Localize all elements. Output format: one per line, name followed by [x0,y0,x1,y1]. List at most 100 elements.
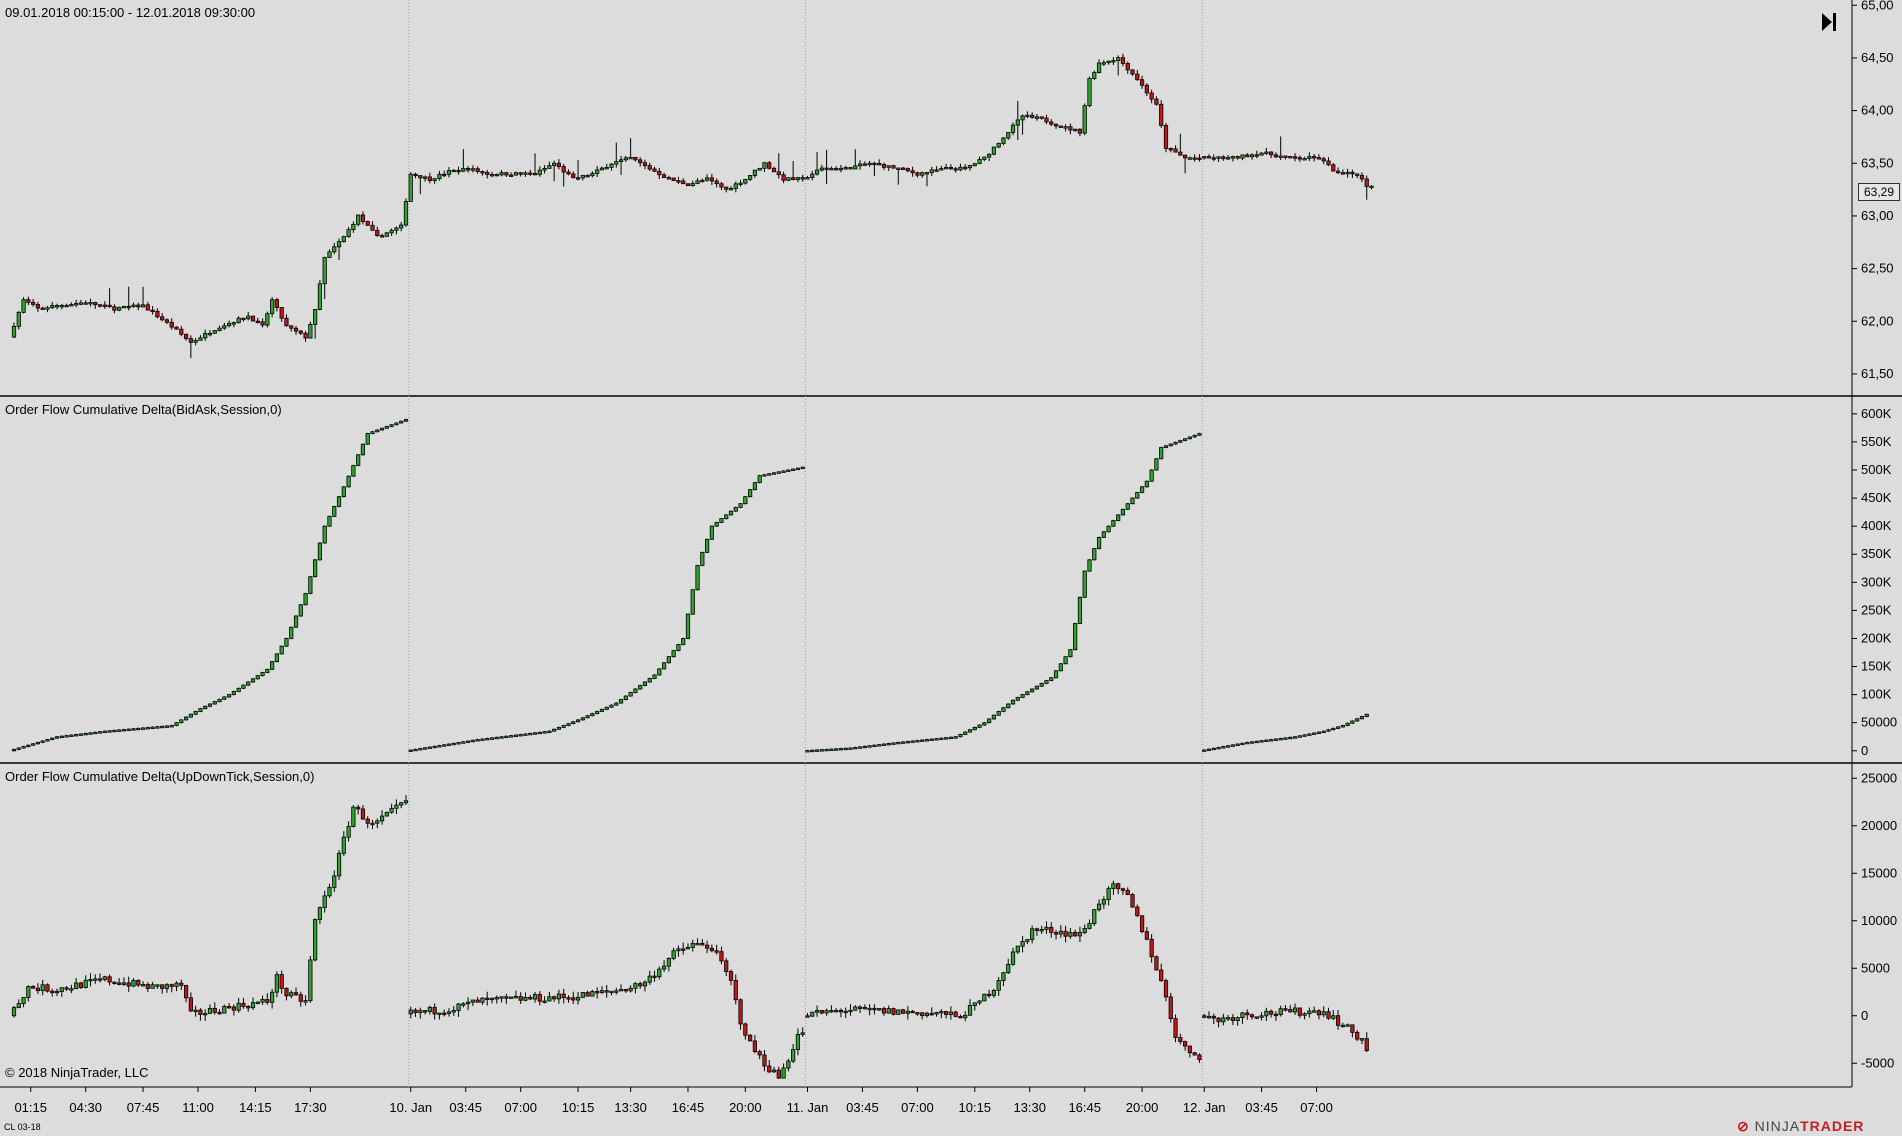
bidask-delta-bar [1321,730,1326,734]
bidask-delta-bar [752,482,758,491]
updowntick-delta-bar [54,990,60,994]
bidask-delta-bar [1101,531,1106,538]
updowntick-delta-bar [657,968,662,978]
skip-to-end-icon[interactable] [1821,12,1837,32]
updowntick-delta-bar [341,836,346,854]
price-candle [513,172,519,176]
price-candle [399,224,404,229]
updowntick-delta-bar [676,948,681,952]
price-candle [1230,156,1235,159]
bidask-delta-bar [313,559,318,578]
updowntick-delta-bar [1058,930,1063,935]
updowntick-delta-bar [580,992,585,998]
updowntick-delta-bar [1135,906,1140,917]
bidask-delta-bar [451,742,456,746]
updowntick-delta-bar [322,895,327,908]
updowntick-delta-bar [896,1009,901,1015]
updowntick-delta-bar [250,1002,256,1009]
bidask-delta-bar [762,474,767,477]
bidask-delta-bar [236,687,241,692]
updowntick-delta-bar [814,1010,820,1013]
bidask-delta-bar [317,542,323,561]
updowntick-delta-bar [762,1054,767,1067]
updowntick-delta-bar [203,1013,208,1016]
updowntick-delta-bar [1292,1007,1298,1013]
time-tick-label: 17:30 [294,1100,327,1115]
price-candle [442,173,447,177]
price-candle [934,169,939,172]
price-candle [150,309,155,313]
bidask-delta-bar [303,593,308,606]
bidask-delta-bar [164,725,170,728]
updowntick-delta-bar [50,990,55,994]
updowntick-delta-bar [939,1011,944,1014]
bidask-delta-bar [834,748,839,751]
price-candle [389,229,394,234]
updowntick-delta-bar [1211,1015,1216,1019]
price-candle [609,163,614,168]
price-candle [1216,156,1221,159]
bidask-delta-bar [595,711,600,714]
price-candle [1211,157,1216,160]
price-candle [924,172,930,175]
price-candle [652,168,657,172]
price-candle [35,304,41,309]
updowntick-delta-bar [857,1006,863,1009]
bidask-delta-bar [1073,623,1078,651]
updowntick-delta-bar [1082,928,1087,933]
bidask-delta-bar [1039,682,1044,687]
updowntick-delta-bar [174,982,179,987]
bidask-delta-bar [590,713,595,717]
price-candle [647,165,652,170]
price-candle [270,299,275,315]
bidask-delta-bar [1221,746,1226,749]
bidask-delta-bar [394,422,399,426]
price-candle [341,236,346,243]
updowntick-delta-bar [834,1009,839,1013]
updowntick-delta-bar [1030,928,1035,940]
bidask-delta-bar [953,736,958,739]
price-candle [523,172,528,175]
updowntick-delta-bar [236,1002,241,1011]
price-candle [1006,131,1011,139]
bidask-delta-bar [642,681,648,686]
price-candle [528,172,533,175]
updowntick-delta-bar [179,982,184,986]
price-candle [1087,78,1092,107]
bidask-delta-bar [384,426,389,429]
bidask-delta-bar [728,510,734,516]
price-candle [365,221,370,226]
bidask-delta-bar [437,745,442,748]
price-candle [963,166,968,170]
bidask-delta-bar [528,732,533,736]
price-candle [394,227,399,231]
updowntick-delta-bar [738,999,743,1025]
bidask-delta-bar [117,729,122,732]
updowntick-delta-bar [45,984,50,992]
bidask-delta-bar [1192,434,1197,438]
updowntick-delta-bar [485,997,490,1001]
bidask-delta-bar [1106,525,1111,533]
updowntick-delta-bar [867,1007,872,1011]
price-candle [1226,157,1231,160]
updowntick-delta-bar [64,987,69,990]
price-candle [289,325,294,329]
bidask-delta-bar [724,514,729,520]
updowntick-delta-bar [915,1012,920,1015]
updowntick-delta-bar [1364,1038,1369,1052]
updowntick-delta-bar [265,999,270,1003]
price-candle [881,164,887,168]
price-candle [891,165,896,169]
price-candle [814,169,820,175]
updowntick-delta-bar [590,991,595,997]
bidask-delta-bar [379,427,385,431]
updowntick-delta-bar [1025,939,1030,942]
updowntick-delta-bar [1106,888,1111,901]
price-candle [1116,57,1121,61]
updowntick-delta-bar [805,1015,810,1018]
bidask-delta-bar [896,741,901,745]
bidask-delta-bar [537,731,542,735]
bidask-delta-bar [40,740,45,743]
updowntick-delta-bar [1092,909,1097,924]
